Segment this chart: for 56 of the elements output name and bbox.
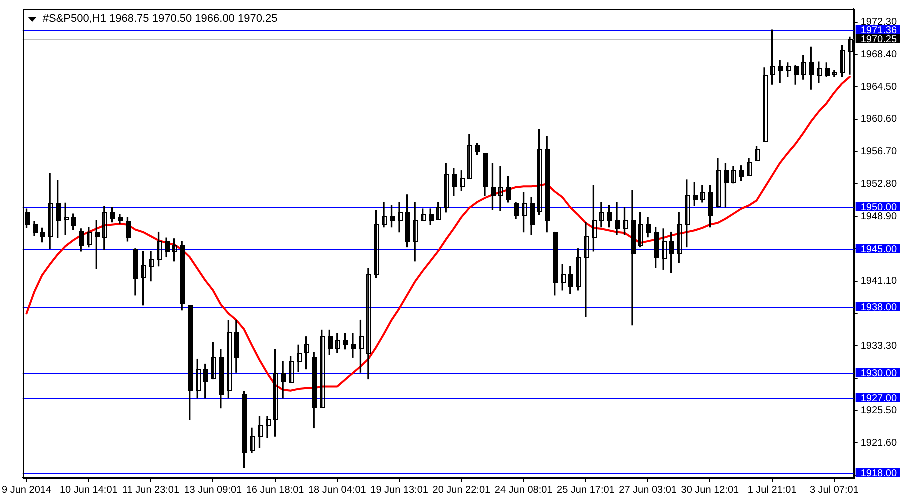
candlestick xyxy=(599,202,604,228)
candlestick xyxy=(584,222,589,318)
y-tick-label: 1933.30 xyxy=(860,340,898,352)
x-tick-label: 24 Jun 08:01 xyxy=(494,484,554,496)
x-tick-label: 20 Jun 22:01 xyxy=(432,484,492,496)
ref-line-label: 1918.00 xyxy=(860,468,898,480)
chart-title: #S&P500,H1 1968.75 1970.50 1966.00 1970.25 xyxy=(42,13,278,26)
ref-line-label: 1970.25 xyxy=(860,34,898,46)
x-tick-label: 18 Jun 04:01 xyxy=(308,484,367,496)
x-tick-label: 3 Jul 07:01 xyxy=(810,484,860,496)
ref-line-label: 1927.00 xyxy=(860,393,898,404)
y-tick-label: 1956.70 xyxy=(860,146,898,158)
candlestick xyxy=(281,361,286,399)
candlestick xyxy=(48,173,53,250)
candlestick xyxy=(250,428,255,454)
x-tick-label: 1 Jul 21:01 xyxy=(748,484,798,496)
y-tick-label: 1964.50 xyxy=(860,82,898,93)
x-tick-label: 11 Jun 23:01 xyxy=(122,484,180,496)
y-tick-label: 1925.50 xyxy=(860,406,898,417)
x-tick-label: 13 Jun 09:01 xyxy=(184,484,242,496)
candlestick xyxy=(763,68,768,142)
candlestick xyxy=(398,202,403,233)
candlestick xyxy=(149,251,154,282)
candlestick xyxy=(467,134,472,179)
y-tick-label: 1968.40 xyxy=(860,49,898,60)
y-tick-label: 1921.60 xyxy=(860,438,898,449)
candlestick xyxy=(747,158,752,176)
x-tick-label: 30 Jun 12:01 xyxy=(681,484,740,496)
candlestick xyxy=(297,344,302,372)
candlestick xyxy=(716,158,721,208)
y-tick-label: 1952.80 xyxy=(860,178,898,190)
x-tick-label: 27 Jun 03:01 xyxy=(619,484,678,496)
candlestick xyxy=(778,60,783,84)
y-tick-label: 1948.90 xyxy=(860,211,898,222)
x-tick-label: 10 Jun 14:01 xyxy=(60,484,118,496)
x-tick-label: 9 Jun 2014 xyxy=(2,484,52,496)
x-tick-label: 19 Jun 13:01 xyxy=(370,484,429,496)
candlestick xyxy=(366,268,371,380)
ref-line-label: 1930.00 xyxy=(860,368,898,380)
y-tick-label: 1960.60 xyxy=(860,114,898,126)
candlestick xyxy=(382,202,387,228)
candlestick xyxy=(351,333,356,358)
candlestick xyxy=(832,70,837,78)
candlestick xyxy=(102,206,107,250)
x-tick-label: 25 Jun 17:01 xyxy=(557,484,616,496)
ref-line-label: 1971.36 xyxy=(860,25,898,36)
y-tick-label: 1941.10 xyxy=(860,276,898,288)
candlestick xyxy=(413,202,418,262)
candlestick xyxy=(731,166,736,184)
ref-line-label: 1938.00 xyxy=(860,302,898,314)
x-tick-label: 16 Jun 18:01 xyxy=(246,484,305,496)
candlestick xyxy=(498,166,503,212)
ref-line-label: 1950.00 xyxy=(860,202,898,214)
ref-line-label: 1945.00 xyxy=(860,244,898,256)
candlestick xyxy=(631,190,636,326)
candlestick xyxy=(266,416,271,438)
